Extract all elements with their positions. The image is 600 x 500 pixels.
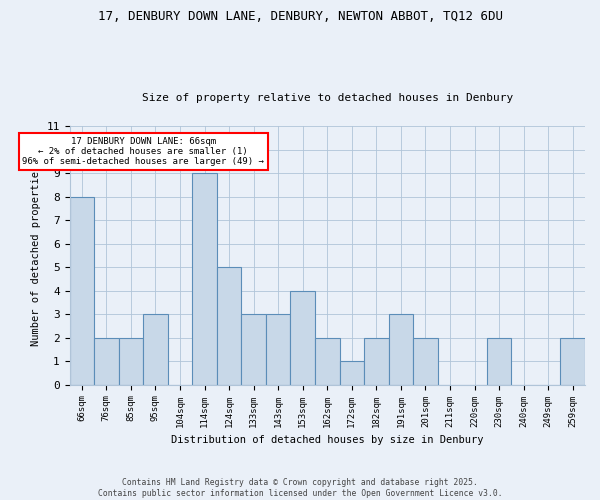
Bar xyxy=(70,196,94,384)
Bar xyxy=(487,338,511,384)
Text: Contains HM Land Registry data © Crown copyright and database right 2025.
Contai: Contains HM Land Registry data © Crown c… xyxy=(98,478,502,498)
Bar xyxy=(143,314,167,384)
Bar xyxy=(364,338,389,384)
Bar xyxy=(290,290,315,384)
Text: 17, DENBURY DOWN LANE, DENBURY, NEWTON ABBOT, TQ12 6DU: 17, DENBURY DOWN LANE, DENBURY, NEWTON A… xyxy=(97,10,503,23)
Bar xyxy=(119,338,143,384)
X-axis label: Distribution of detached houses by size in Denbury: Distribution of detached houses by size … xyxy=(171,435,484,445)
Bar xyxy=(94,338,119,384)
Bar xyxy=(560,338,585,384)
Bar xyxy=(217,267,241,384)
Bar xyxy=(266,314,290,384)
Y-axis label: Number of detached properties: Number of detached properties xyxy=(31,164,41,346)
Text: 17 DENBURY DOWN LANE: 66sqm
← 2% of detached houses are smaller (1)
96% of semi-: 17 DENBURY DOWN LANE: 66sqm ← 2% of deta… xyxy=(22,136,264,166)
Bar xyxy=(413,338,438,384)
Title: Size of property relative to detached houses in Denbury: Size of property relative to detached ho… xyxy=(142,93,513,103)
Bar xyxy=(241,314,266,384)
Bar xyxy=(315,338,340,384)
Bar xyxy=(340,361,364,384)
Bar xyxy=(389,314,413,384)
Bar xyxy=(192,173,217,384)
